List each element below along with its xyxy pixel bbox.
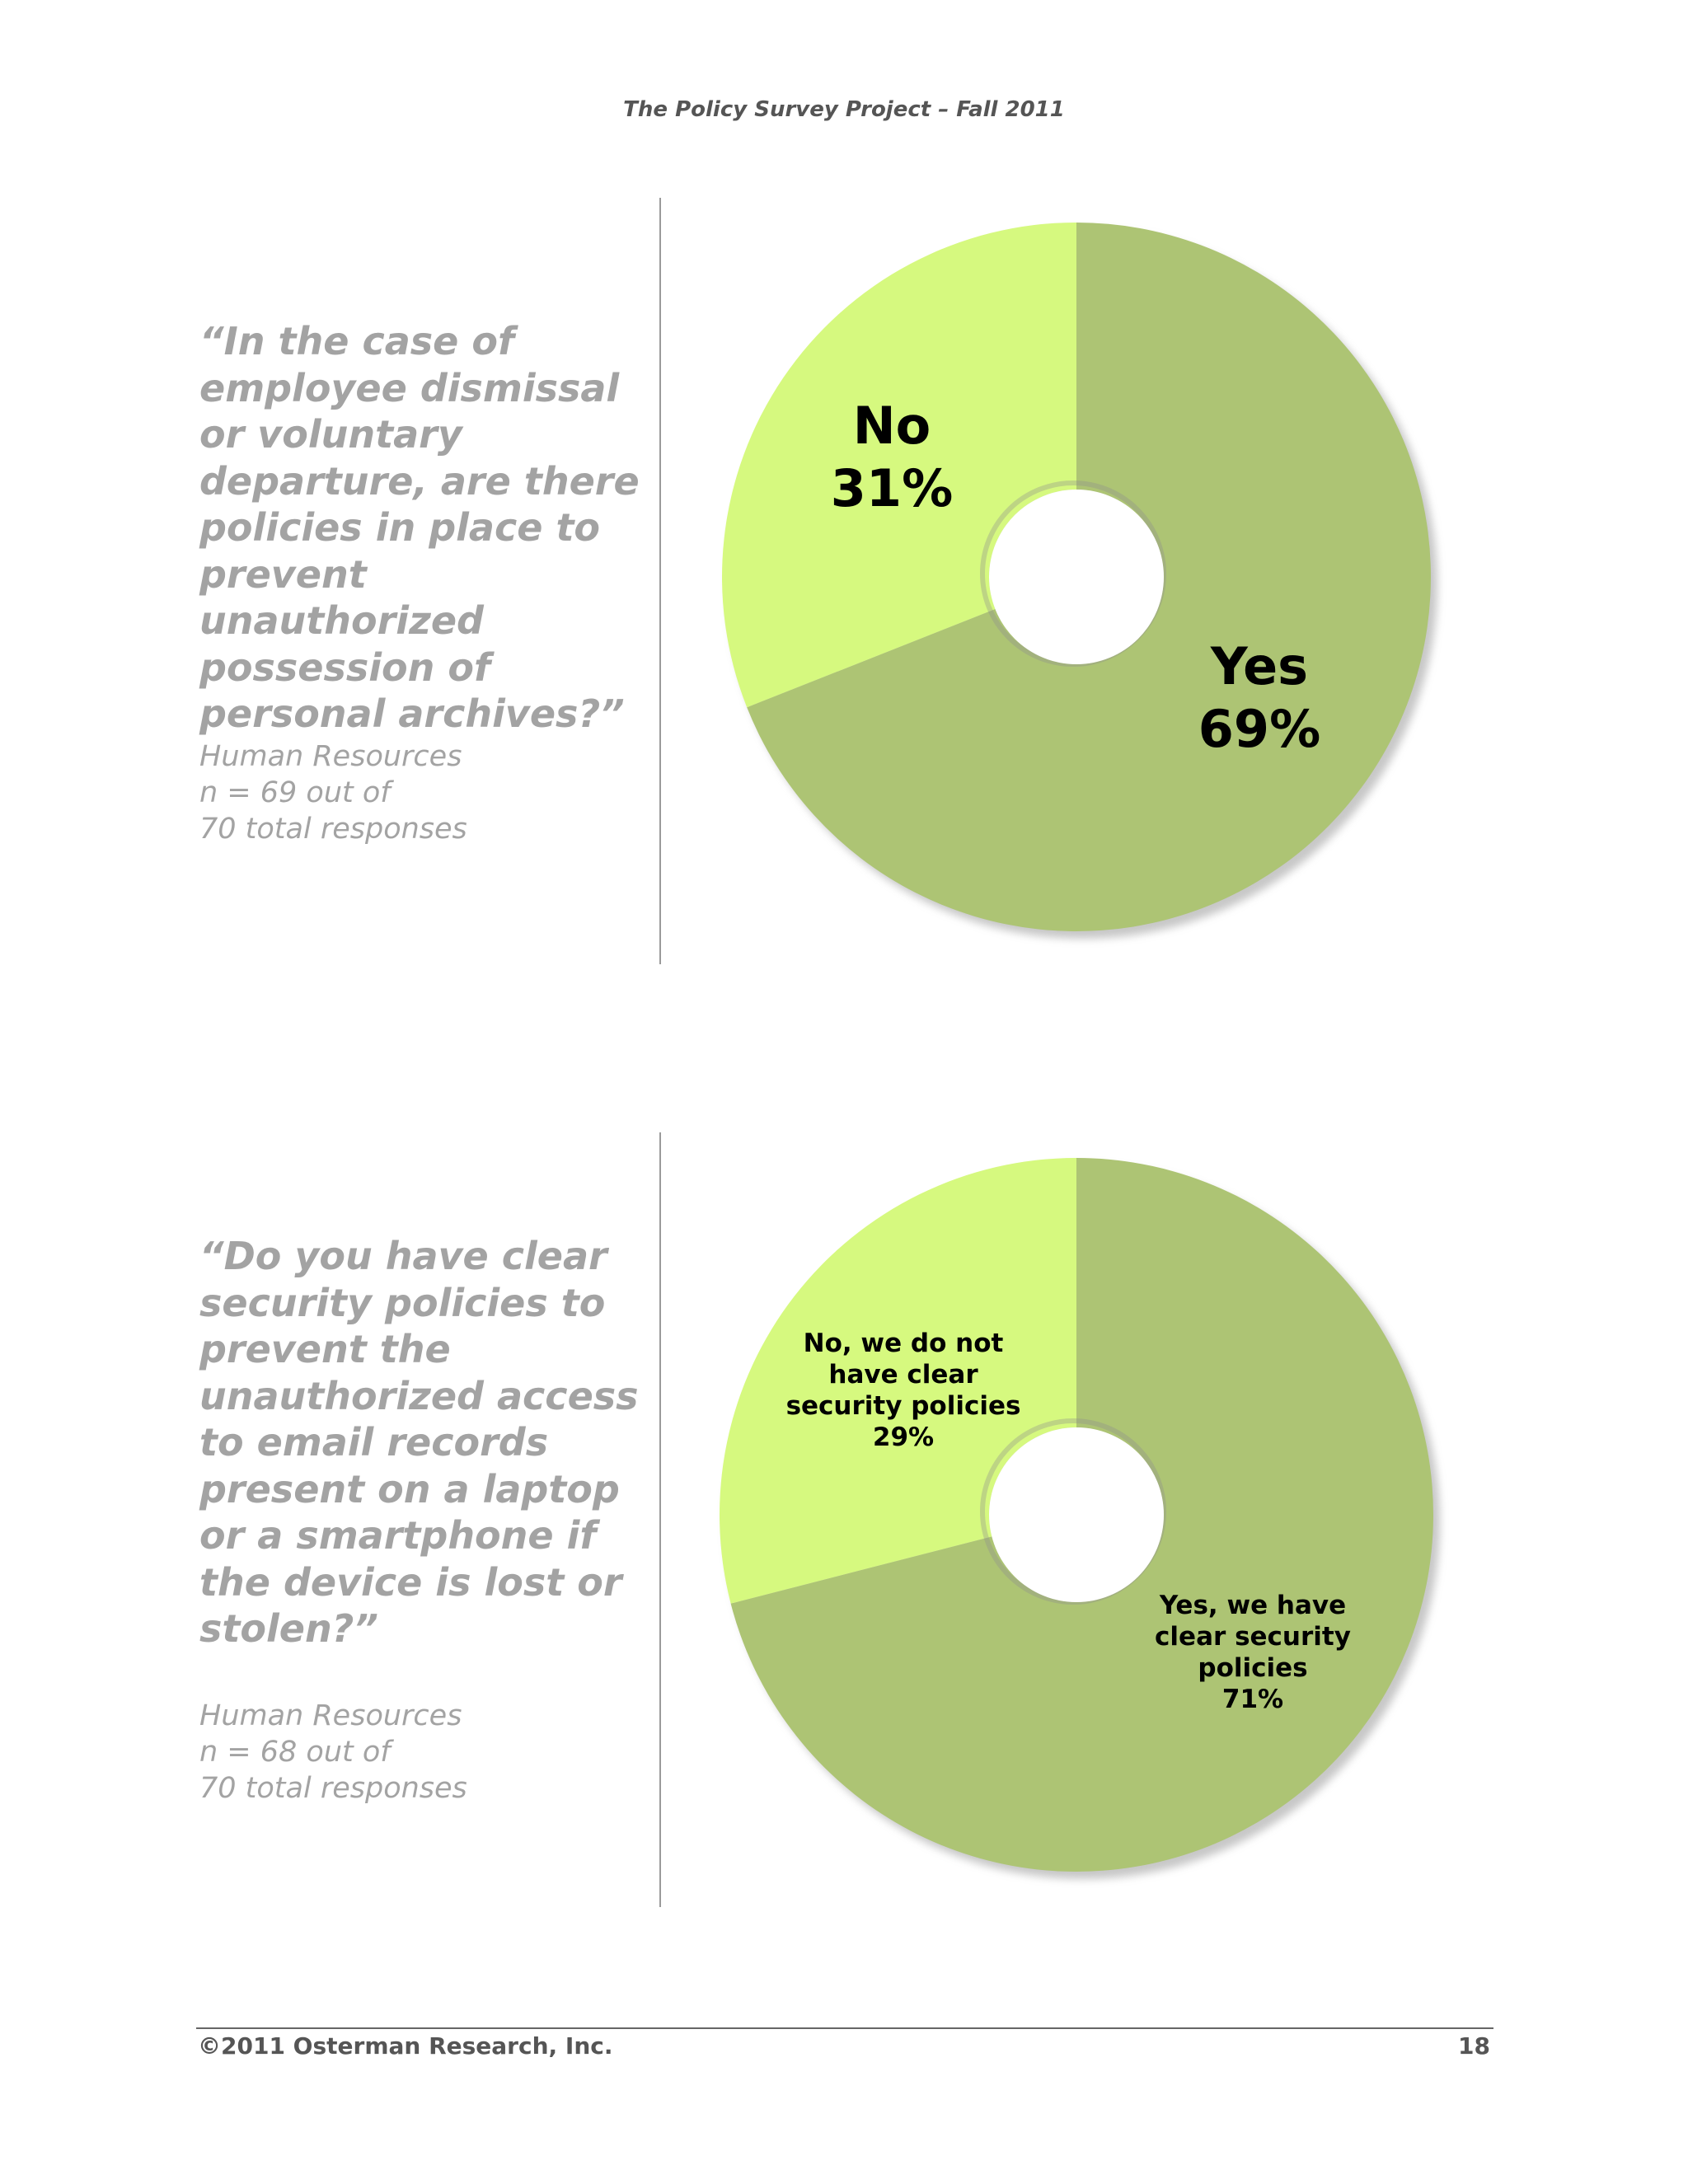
chart-2-label-no: No, we do not have clear security policies… — [786, 1329, 1021, 1452]
question-1-department: Human Resources — [199, 740, 462, 773]
chart-2-label-yes-line-2: clear security — [1155, 1622, 1351, 1652]
question-2-total-responses: 70 total responses — [199, 1772, 467, 1805]
chart-1-archives-policy: Yes 69% No 31% — [721, 223, 1437, 939]
footer-rule — [196, 2027, 1493, 2029]
footer-page-number: 18 — [1458, 2032, 1490, 2060]
chart-2-hole — [989, 1427, 1164, 1602]
chart-1-slice-yes — [747, 223, 1431, 931]
chart-1-hole-rim — [980, 480, 1166, 667]
section-2-divider — [659, 1132, 661, 1907]
chart-2-label-no-line-3: security policies — [786, 1391, 1021, 1421]
chart-2-label-yes-line-4: 71% — [1222, 1685, 1283, 1714]
section-1-divider — [659, 198, 661, 964]
question-1-total-responses: 70 total responses — [199, 813, 467, 846]
question-2-text: “Do you have clear security policies to … — [199, 1234, 639, 1651]
chart-1-label-yes: Yes 69% — [1198, 636, 1320, 759]
chart-2-label-yes-line-3: policies — [1198, 1653, 1307, 1683]
chart-2-slice-yes — [730, 1158, 1433, 1872]
chart-1-label-no: No 31% — [831, 396, 953, 518]
chart-1-hole — [989, 490, 1164, 664]
chart-1-label-yes-line-2: 69% — [1198, 699, 1320, 759]
question-1-sample-size: n = 69 out of — [199, 776, 391, 809]
chart-2-slice-no — [720, 1158, 1076, 1604]
chart-1-slice-no — [721, 223, 1076, 708]
chart-2-hole-rim — [980, 1418, 1166, 1605]
chart-2-label-no-line-1: No, we do not — [804, 1329, 1004, 1358]
question-1-meta: Human Resources n = 69 out of 70 total r… — [199, 738, 628, 847]
question-2-sample-size: n = 68 out of — [199, 1736, 391, 1769]
chart-2-label-no-line-2: have clear — [828, 1360, 978, 1390]
chart-1-label-yes-line-1: Yes — [1210, 636, 1308, 696]
chart-1-label-no-line-1: No — [853, 396, 931, 456]
chart-2-label-yes: Yes, we have clear security policies 71% — [1155, 1591, 1351, 1714]
chart-1-label-no-line-2: 31% — [831, 458, 953, 518]
footer-copyright: ©2011 Osterman Research, Inc. — [198, 2032, 613, 2060]
chart-2-label-no-line-4: 29% — [873, 1422, 934, 1452]
question-2-department: Human Resources — [199, 1699, 462, 1732]
question-1-text: “In the case of employee dismissal or vo… — [199, 319, 640, 736]
page-header-title: The Policy Survey Project – Fall 2011 — [623, 97, 1065, 122]
chart-2-label-yes-line-1: Yes, we have — [1159, 1591, 1346, 1620]
chart-2-security-policy: Yes, we have clear security policies 71% No,… — [720, 1158, 1440, 1879]
question-2-meta: Human Resources n = 68 out of 70 total r… — [199, 1698, 628, 1807]
